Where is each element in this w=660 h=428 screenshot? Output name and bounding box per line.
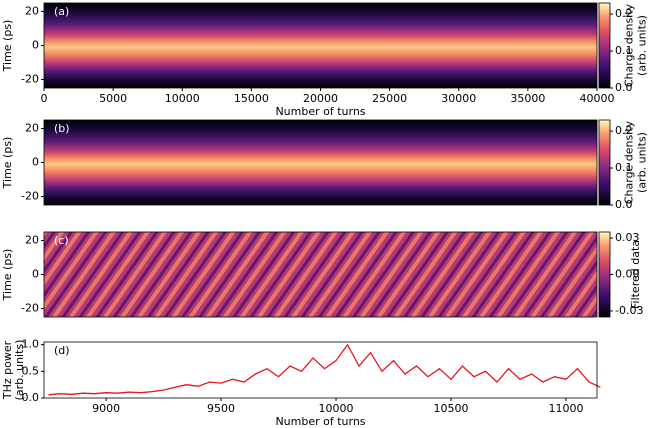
y-tick-label: -20: [21, 190, 39, 203]
colorbar-tick-label: 0.1: [615, 44, 633, 57]
x-tick-label: 10000: [165, 92, 200, 105]
panel-label: (c): [54, 234, 69, 247]
colorbar-tick-label: 0.2: [615, 124, 633, 137]
y-tick-label: 0.5: [22, 364, 40, 377]
panel-label: (a): [54, 5, 69, 18]
y-axis-label: Time (ps): [1, 249, 14, 302]
plot-frame: [43, 341, 598, 399]
colorbar: [598, 2, 611, 89]
colorbar: [598, 119, 611, 206]
x-tick-label: 30000: [441, 92, 476, 105]
colorbar-tick-label: 0.1: [615, 161, 633, 174]
x-tick-label: 11000: [548, 402, 583, 415]
x-tick-label: 10000: [319, 402, 354, 415]
x-tick-label: 10500: [433, 402, 468, 415]
x-tick-label: 9000: [92, 402, 120, 415]
y-tick-label: 1.0: [22, 338, 40, 351]
y-tick-label: -20: [21, 73, 39, 86]
y-tick-label: 20: [25, 5, 39, 18]
y-tick-label: 0.0: [22, 391, 40, 404]
heatmap-image: [44, 3, 597, 88]
y-axis-label: Time (ps): [1, 137, 14, 190]
colorbar-tick-label: 0.0: [615, 198, 633, 211]
y-tick-label: -20: [21, 302, 39, 315]
panel-label: (b): [54, 122, 70, 135]
x-tick-label: 15000: [234, 92, 269, 105]
colorbar-tick-label: 0.0: [615, 81, 633, 94]
panel-label: (d): [54, 344, 70, 357]
x-tick-label: 9500: [207, 402, 235, 415]
heatmap-image: [44, 120, 597, 205]
x-axis-label: Number of turns: [275, 105, 365, 118]
colorbar-label: Filtered data: [629, 240, 642, 309]
y-tick-label: 0: [32, 39, 39, 52]
colorbar-label: (arb. units): [636, 15, 649, 76]
y-axis-label: (arb. units): [13, 340, 26, 401]
x-axis-label: Number of turns: [275, 415, 365, 428]
x-tick-label: 25000: [372, 92, 407, 105]
y-tick-label: 20: [25, 234, 39, 247]
colorbar-label: (arb. units): [636, 132, 649, 193]
colorbar-label: Charge density: [623, 120, 636, 204]
colorbar-tick-label: 0.03: [615, 231, 640, 244]
y-tick-label: 0: [32, 156, 39, 169]
colorbar-tick-label: -0.03: [615, 304, 643, 317]
y-axis-label: Time (ps): [1, 20, 14, 73]
heatmap-image: [44, 232, 597, 317]
y-axis-label: THz power: [1, 340, 14, 400]
y-tick-label: 0: [32, 268, 39, 281]
thz-line: [48, 343, 601, 396]
x-tick-label: 0: [41, 92, 48, 105]
colorbar: [598, 231, 611, 318]
x-tick-label: 35000: [510, 92, 545, 105]
colorbar-tick-label: 0.2: [615, 7, 633, 20]
colorbar-tick-label: 0.00: [615, 268, 640, 281]
x-tick-label: 20000: [303, 92, 338, 105]
x-tick-label: 5000: [99, 92, 127, 105]
y-tick-label: 20: [25, 122, 39, 135]
x-tick-label: 40000: [580, 92, 615, 105]
colorbar-label: Charge density: [623, 3, 636, 87]
